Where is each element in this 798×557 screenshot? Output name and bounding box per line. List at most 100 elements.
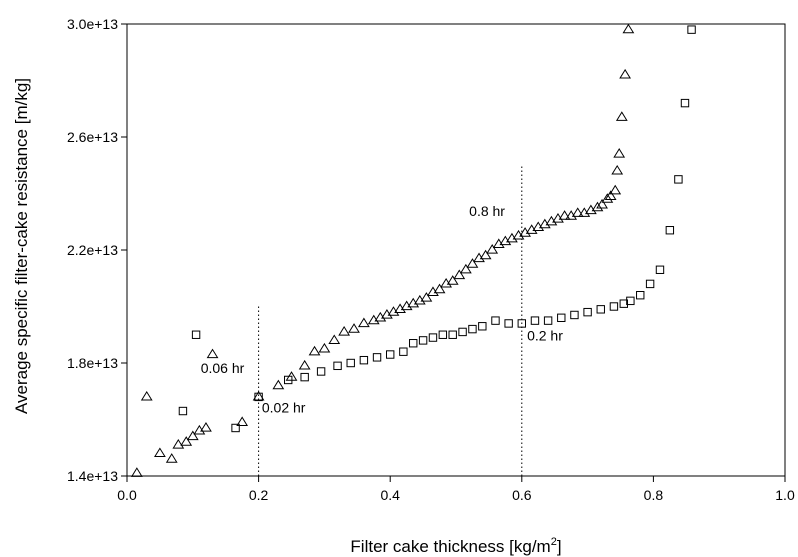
square-point bbox=[645, 279, 655, 289]
triangle-point bbox=[172, 438, 185, 449]
square-point bbox=[300, 372, 309, 382]
triangle-point bbox=[193, 424, 206, 435]
triangle-point bbox=[338, 325, 351, 336]
square-point bbox=[399, 347, 408, 356]
annotation-label: 0.02 hr bbox=[262, 399, 306, 415]
x-axis-title: Filter cake thickness [kg/m2] bbox=[350, 536, 561, 556]
x-tick-label: 1.0 bbox=[775, 487, 795, 503]
triangle-point bbox=[206, 348, 219, 359]
square-point bbox=[333, 361, 342, 371]
annotations: 0.06 hr 0.02 hr 0.8 hr 0.2 hr bbox=[201, 203, 564, 415]
square-point bbox=[636, 291, 645, 300]
triangle-point bbox=[328, 334, 341, 345]
square-point bbox=[557, 313, 566, 323]
plot-frame bbox=[126, 23, 786, 477]
triangle-point bbox=[165, 453, 178, 463]
triangle-point bbox=[446, 275, 459, 285]
triangle-point bbox=[619, 68, 631, 79]
square-point bbox=[468, 324, 477, 334]
square-point bbox=[517, 319, 526, 328]
triangle-point bbox=[180, 436, 193, 446]
triangle-point bbox=[154, 447, 166, 458]
x-tick-label: 0.0 bbox=[117, 487, 137, 503]
triangle-point bbox=[298, 359, 311, 370]
triangle-point bbox=[357, 317, 370, 328]
square-point bbox=[231, 423, 240, 433]
triangle-point bbox=[486, 244, 499, 254]
square-point bbox=[428, 333, 438, 342]
square-point bbox=[530, 316, 540, 325]
triangle-point bbox=[272, 379, 285, 390]
triangle-point bbox=[440, 277, 453, 288]
triangle-point bbox=[479, 249, 492, 260]
triangle-point bbox=[200, 422, 212, 432]
square-point bbox=[372, 353, 382, 362]
square-point bbox=[178, 406, 188, 416]
square-point bbox=[619, 299, 628, 308]
triangle-point bbox=[622, 23, 635, 34]
square-point bbox=[543, 316, 553, 325]
square-point bbox=[570, 310, 579, 320]
triangle-point bbox=[420, 292, 433, 302]
data-points bbox=[130, 23, 696, 477]
y-tick-label: 2.2e+13 bbox=[67, 242, 118, 258]
square-point bbox=[596, 305, 605, 314]
square-point bbox=[418, 336, 428, 345]
triangle-point bbox=[459, 263, 472, 274]
square-point bbox=[655, 265, 665, 274]
square-point bbox=[583, 307, 592, 317]
triangle-point bbox=[571, 207, 584, 217]
triangle-point bbox=[611, 164, 624, 175]
triangle-point bbox=[492, 238, 505, 248]
x-tick-label: 0.2 bbox=[249, 487, 269, 503]
y-tick-label: 1.4e+13 bbox=[67, 468, 118, 484]
triangle-point bbox=[140, 390, 153, 401]
square-point bbox=[346, 358, 355, 368]
triangle-point bbox=[613, 147, 626, 158]
square-point bbox=[316, 367, 326, 376]
annotation-label: 0.06 hr bbox=[201, 360, 245, 376]
square-point bbox=[359, 355, 369, 365]
square-point bbox=[491, 316, 500, 325]
y-axis-title: Average specific filter-cake resistance … bbox=[12, 78, 31, 414]
annotation-label: 0.2 hr bbox=[527, 327, 563, 343]
triangle-point bbox=[318, 342, 331, 353]
x-tick-label: 0.4 bbox=[380, 487, 400, 503]
square-point bbox=[665, 226, 675, 235]
square-point bbox=[409, 339, 418, 348]
square-point bbox=[458, 327, 467, 337]
square-point bbox=[448, 330, 457, 339]
square-point bbox=[478, 322, 487, 331]
triangle-point bbox=[186, 430, 199, 441]
triangle-point bbox=[252, 390, 265, 401]
square-point bbox=[687, 25, 696, 34]
annotation-label: 0.8 hr bbox=[469, 203, 505, 219]
square-point bbox=[504, 319, 513, 328]
triangle-point bbox=[427, 286, 439, 297]
square-point bbox=[284, 375, 293, 385]
y-tick-label: 2.6e+13 bbox=[67, 129, 118, 145]
triangle-point bbox=[130, 467, 143, 477]
triangle-point bbox=[236, 416, 249, 426]
triangle-point bbox=[473, 252, 485, 263]
axes: 0.0 0.2 0.4 0.6 0.8 1.0 1.4e+13 1.8e+13 2.2e+13 2… bbox=[67, 16, 795, 503]
triangle-point bbox=[591, 201, 604, 212]
triangle-point bbox=[367, 314, 380, 325]
triangle-point bbox=[308, 345, 321, 356]
triangle-point bbox=[453, 269, 466, 280]
square-point bbox=[191, 330, 201, 339]
triangle-point bbox=[596, 198, 608, 209]
square-point bbox=[626, 296, 635, 306]
y-tick-label: 3.0e+13 bbox=[67, 16, 118, 32]
triangle-point bbox=[348, 323, 360, 333]
square-point bbox=[680, 98, 690, 108]
x-tick-label: 0.8 bbox=[644, 487, 664, 503]
y-tick-label: 1.8e+13 bbox=[67, 355, 118, 371]
square-point bbox=[674, 175, 683, 184]
triangle-point bbox=[604, 190, 617, 200]
triangle-point bbox=[615, 111, 628, 121]
triangle-point bbox=[609, 184, 622, 195]
square-point bbox=[386, 350, 395, 359]
x-tick-label: 0.6 bbox=[512, 487, 532, 503]
